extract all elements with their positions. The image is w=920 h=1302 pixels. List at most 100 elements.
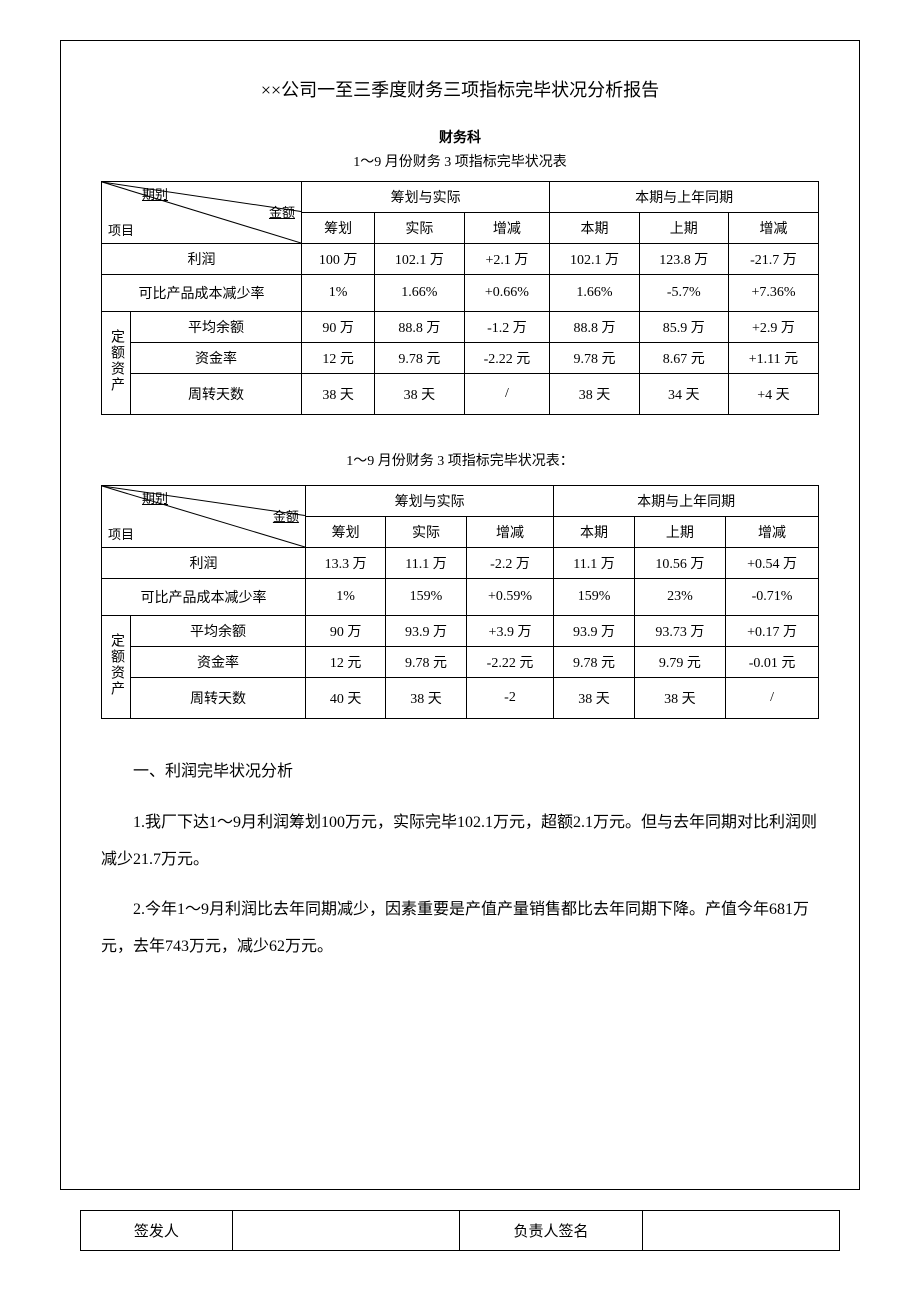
- table1-caption: 1～9 月份财务 3 项指标完毕状况表: [101, 151, 819, 171]
- table2-caption: 1～9 月份财务 3 项指标完毕状况表：: [101, 450, 819, 470]
- cell: 9.78 元: [554, 647, 634, 678]
- row-group-fixed-assets: 定额资产: [102, 312, 131, 415]
- diag-item: 项目: [108, 524, 134, 543]
- row-label-turn: 周转天数: [131, 374, 302, 415]
- cell: -2: [466, 678, 554, 719]
- cell: +3.9 万: [466, 616, 554, 647]
- cell: 12 元: [302, 343, 375, 374]
- cell: 9.79 元: [634, 647, 725, 678]
- cell: -0.71%: [726, 579, 819, 616]
- cell: 88.8 万: [375, 312, 464, 343]
- cell: 11.1 万: [386, 548, 466, 579]
- diagonal-header: 期别 金额 项目: [102, 182, 302, 244]
- cell: 1.66%: [375, 275, 464, 312]
- col-prev: 上期: [634, 517, 725, 548]
- col-change2: 增减: [728, 213, 818, 244]
- row-label-turn: 周转天数: [131, 678, 306, 719]
- cell: 159%: [554, 579, 634, 616]
- cell: +7.36%: [728, 275, 818, 312]
- cell: +1.11 元: [728, 343, 818, 374]
- cell: -2.22 元: [466, 647, 554, 678]
- row-label-avg: 平均余额: [131, 312, 302, 343]
- financial-table-2: 期别 金额 项目 筹划与实际 本期与上年同期 筹划 实际 增减 本期 上期 增减…: [101, 485, 819, 719]
- cell: 34 天: [639, 374, 728, 415]
- table-row: 资金率 12 元 9.78 元 -2.22 元 9.78 元 9.79 元 -0…: [102, 647, 819, 678]
- cell: 38 天: [554, 678, 634, 719]
- report-title: ××公司一至三季度财务三项指标完毕状况分析报告: [101, 76, 819, 102]
- issuer-value: [232, 1211, 460, 1251]
- row-group-fixed-assets: 定额资产: [102, 616, 131, 719]
- cell: 90 万: [302, 312, 375, 343]
- section-heading-1: 一、利润完毕状况分析: [101, 754, 819, 791]
- col-plan: 筹划: [305, 517, 385, 548]
- row-label-profit: 利润: [102, 548, 306, 579]
- cell: 102.1 万: [375, 244, 464, 275]
- cell: 159%: [386, 579, 466, 616]
- cell: 12 元: [305, 647, 385, 678]
- cell: -5.7%: [639, 275, 728, 312]
- col-actual: 实际: [375, 213, 464, 244]
- col-group-period-compare: 本期与上年同期: [550, 182, 819, 213]
- cell: -2.22 元: [464, 343, 550, 374]
- col-prev: 上期: [639, 213, 728, 244]
- department-label: 财务科: [101, 127, 819, 147]
- cell: 9.78 元: [386, 647, 466, 678]
- col-change1: 增减: [464, 213, 550, 244]
- col-group-period-compare: 本期与上年同期: [554, 486, 819, 517]
- analysis-body: 一、利润完毕状况分析 1.我厂下达1～9月利润筹划100万元，实际完毕102.1…: [101, 754, 819, 966]
- cell: 38 天: [550, 374, 639, 415]
- cell: -21.7 万: [728, 244, 818, 275]
- cell: 85.9 万: [639, 312, 728, 343]
- cell: 10.56 万: [634, 548, 725, 579]
- table-row: 可比产品成本减少率 1% 1.66% +0.66% 1.66% -5.7% +7…: [102, 275, 819, 312]
- cell: 93.9 万: [386, 616, 466, 647]
- table-row: 可比产品成本减少率 1% 159% +0.59% 159% 23% -0.71%: [102, 579, 819, 616]
- cell: +2.1 万: [464, 244, 550, 275]
- table-row: 利润 100 万 102.1 万 +2.1 万 102.1 万 123.8 万 …: [102, 244, 819, 275]
- table-row: 利润 13.3 万 11.1 万 -2.2 万 11.1 万 10.56 万 +…: [102, 548, 819, 579]
- table-row: 定额资产 平均余额 90 万 88.8 万 -1.2 万 88.8 万 85.9…: [102, 312, 819, 343]
- diag-amount: 金额: [269, 202, 295, 221]
- cell: 1%: [305, 579, 385, 616]
- cell: 8.67 元: [639, 343, 728, 374]
- cell: 123.8 万: [639, 244, 728, 275]
- col-change2: 增减: [726, 517, 819, 548]
- cell: +0.54 万: [726, 548, 819, 579]
- col-plan: 筹划: [302, 213, 375, 244]
- cell: 38 天: [302, 374, 375, 415]
- cell: /: [726, 678, 819, 719]
- diag-period: 期别: [142, 488, 168, 507]
- table-row: 定额资产 平均余额 90 万 93.9 万 +3.9 万 93.9 万 93.7…: [102, 616, 819, 647]
- paragraph-2: 2.今年1～9月利润比去年同期减少，因素重要是产值产量销售都比去年同期下降。产值…: [101, 892, 819, 966]
- financial-table-1: 期别 金额 项目 筹划与实际 本期与上年同期 筹划 实际 增减 本期 上期 增减…: [101, 181, 819, 415]
- cell: -1.2 万: [464, 312, 550, 343]
- cell: 40 天: [305, 678, 385, 719]
- issuer-label: 签发人: [81, 1211, 233, 1251]
- row-label-avg: 平均余额: [131, 616, 306, 647]
- col-group-plan-actual: 筹划与实际: [302, 182, 550, 213]
- table-row: 周转天数 40 天 38 天 -2 38 天 38 天 /: [102, 678, 819, 719]
- cell: 9.78 元: [550, 343, 639, 374]
- cell: 102.1 万: [550, 244, 639, 275]
- cell: +4 天: [728, 374, 818, 415]
- diagonal-header: 期别 金额 项目: [102, 486, 306, 548]
- signer-value: [642, 1211, 839, 1251]
- signer-label: 负责人签名: [460, 1211, 642, 1251]
- cell: 1.66%: [550, 275, 639, 312]
- document-frame: ××公司一至三季度财务三项指标完毕状况分析报告 财务科 1～9 月份财务 3 项…: [60, 40, 860, 1190]
- table-row: 资金率 12 元 9.78 元 -2.22 元 9.78 元 8.67 元 +1…: [102, 343, 819, 374]
- cell: 88.8 万: [550, 312, 639, 343]
- cell: 13.3 万: [305, 548, 385, 579]
- cell: -0.01 元: [726, 647, 819, 678]
- cell: 90 万: [305, 616, 385, 647]
- cell: 9.78 元: [375, 343, 464, 374]
- cell: /: [464, 374, 550, 415]
- diag-amount: 金额: [273, 506, 299, 525]
- cell: 100 万: [302, 244, 375, 275]
- cell: +0.66%: [464, 275, 550, 312]
- paragraph-1: 1.我厂下达1～9月利润筹划100万元，实际完毕102.1万元，超额2.1万元。…: [101, 805, 819, 879]
- cell: +0.17 万: [726, 616, 819, 647]
- cell: 1%: [302, 275, 375, 312]
- cell: +0.59%: [466, 579, 554, 616]
- cell: 38 天: [386, 678, 466, 719]
